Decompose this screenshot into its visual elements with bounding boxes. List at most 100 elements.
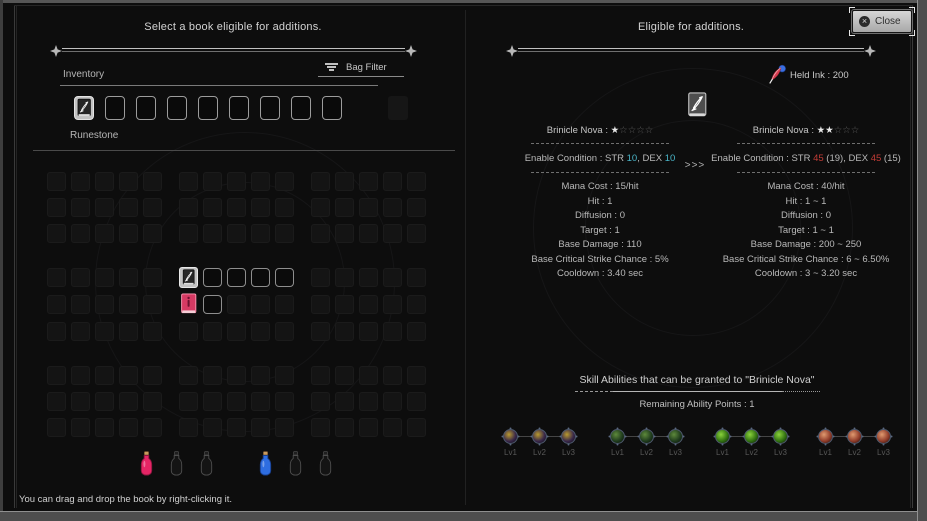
runestone-slot-locked <box>47 172 66 191</box>
runestone-slot-locked <box>275 224 294 243</box>
runestone-slot-locked <box>359 172 378 191</box>
runestone-slot-locked <box>119 322 138 341</box>
stat-row: Target : 1 <box>580 224 620 236</box>
runestone-slot-book[interactable] <box>179 267 198 288</box>
divider-dashes <box>575 391 613 392</box>
runestone-slot-locked <box>227 224 246 243</box>
skill-name: Brinicle Nova : <box>752 125 817 136</box>
runestone-slot-locked <box>227 198 246 217</box>
inner-frame-top <box>14 5 913 6</box>
inventory-label: Inventory <box>63 69 105 80</box>
ability-purple-icon[interactable] <box>561 429 576 444</box>
skill-name: Brinicle Nova : <box>546 125 611 136</box>
ability-level-label: Lv3 <box>562 448 575 457</box>
potion-red-icon[interactable] <box>140 451 153 476</box>
runestone-slot-locked <box>275 392 294 411</box>
runestone-slot-locked <box>95 198 114 217</box>
inventory-slot[interactable] <box>167 96 187 120</box>
inventory-slot[interactable] <box>291 96 311 120</box>
runestone-slot-locked <box>95 418 114 437</box>
condition-current: (15) <box>881 153 901 164</box>
ability-red-icon[interactable] <box>876 429 891 444</box>
stat-row: Mana Cost : 40/hit <box>767 181 845 192</box>
inventory-slot[interactable] <box>105 96 125 120</box>
stat-row: Hit : 1 <box>587 195 613 207</box>
runestone-slot-locked <box>359 224 378 243</box>
ability-connector-line <box>759 436 773 437</box>
runestone-slot-locked <box>71 198 90 217</box>
left-panel-title: Select a book eligible for additions. <box>144 21 322 33</box>
ability-green-icon[interactable] <box>773 429 788 444</box>
runestone-slot-open[interactable] <box>203 295 222 314</box>
inventory-slot[interactable] <box>229 96 249 120</box>
close-button[interactable]: × Close <box>849 7 915 36</box>
inventory-slot[interactable] <box>322 96 342 120</box>
bag-filter-button[interactable]: Bag Filter <box>318 59 404 79</box>
ability-level-label: Lv2 <box>640 448 653 457</box>
runestone-slot-locked <box>143 295 162 314</box>
filter-icon <box>324 63 338 74</box>
runestone-slot-open[interactable] <box>227 268 246 287</box>
potion-group <box>259 451 332 476</box>
runestone-slot-locked <box>71 172 90 191</box>
ability-connector-line <box>730 436 744 437</box>
inventory-slot[interactable] <box>260 96 280 120</box>
inventory-slot[interactable] <box>136 96 156 120</box>
runestone-slot-open[interactable] <box>275 268 294 287</box>
runestone-slot-locked <box>143 322 162 341</box>
runestone-slot-locked <box>227 366 246 385</box>
ability-level-label: Lv2 <box>533 448 546 457</box>
ability-red-icon[interactable] <box>818 429 833 444</box>
runestone-slot-locked <box>275 418 294 437</box>
runestone-slot-locked <box>275 295 294 314</box>
runestone-slot-locked <box>227 172 246 191</box>
close-button-corner <box>849 30 855 36</box>
condition-value: 10 <box>626 153 638 164</box>
close-button-corner <box>909 30 915 36</box>
runestone-slot-locked <box>383 224 402 243</box>
inventory-slot-book[interactable] <box>74 96 94 120</box>
runestone-slot-locked <box>383 392 402 411</box>
runestone-slot-locked <box>227 295 246 314</box>
ability-purple-icon[interactable] <box>532 429 547 444</box>
runestone-slot-locked <box>47 224 66 243</box>
runestone-slot-locked <box>359 198 378 217</box>
condition-text: DEX <box>642 153 665 164</box>
runestone-slot-open[interactable] <box>251 268 270 287</box>
stat-row: Base Damage : 110 <box>558 239 642 250</box>
runestone-slot-locked <box>311 268 330 287</box>
ability-dark-green-icon[interactable] <box>639 429 654 444</box>
inventory-slot[interactable] <box>198 96 218 120</box>
runestone-slot-locked <box>335 224 354 243</box>
ability-level-label: Lv2 <box>848 448 861 457</box>
skill-abilities-divider <box>575 391 820 392</box>
ability-green-icon[interactable] <box>715 429 730 444</box>
runestone-slot-locked <box>119 198 138 217</box>
ability-purple-icon[interactable] <box>503 429 518 444</box>
runestone-slot-locked <box>119 366 138 385</box>
divider-line <box>518 48 864 52</box>
ability-level-label: Lv2 <box>745 448 758 457</box>
stars-filled: ★★ <box>816 125 834 136</box>
ability-green-icon[interactable] <box>744 429 759 444</box>
ability-dark-green-icon[interactable] <box>610 429 625 444</box>
close-button-label: Close <box>875 16 901 27</box>
runestone-slot-locked <box>359 392 378 411</box>
ability-red-icon[interactable] <box>847 429 862 444</box>
runestone-slot-locked <box>71 295 90 314</box>
runestone-slot-locked <box>179 172 198 191</box>
runestone-slot-locked <box>275 366 294 385</box>
runestone-slot-locked <box>335 392 354 411</box>
ability-dark-green-icon[interactable] <box>668 429 683 444</box>
runestone-slot-open[interactable] <box>203 268 222 287</box>
condition-value: 45 <box>870 153 882 164</box>
ability-level-label: Lv1 <box>504 448 517 457</box>
inventory-slot-row <box>74 96 408 120</box>
runestone-slot-locked <box>251 322 270 341</box>
runestone-slot-locked <box>95 322 114 341</box>
runestone-slot-red-book[interactable] <box>179 293 198 315</box>
condition-text: DEX <box>848 153 871 164</box>
skill-abilities-title: Skill Abilities that can be granted to "… <box>579 374 815 386</box>
divider-end-icon <box>50 44 62 57</box>
potion-blue-icon[interactable] <box>259 451 272 476</box>
